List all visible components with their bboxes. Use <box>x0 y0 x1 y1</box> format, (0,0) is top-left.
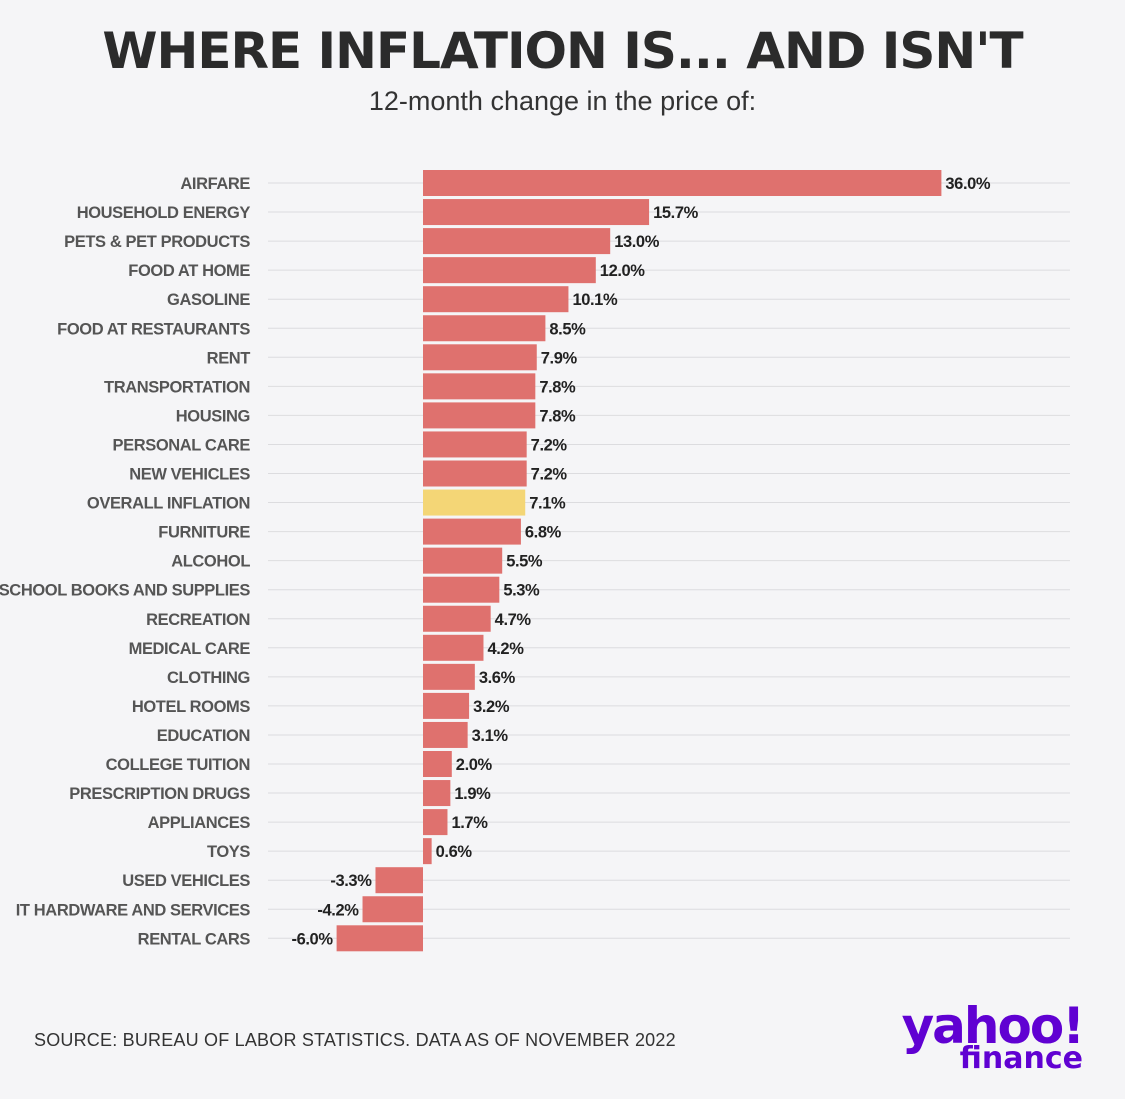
bar <box>423 373 536 400</box>
value-label: 1.7% <box>451 814 488 832</box>
category-label: PERSONAL CARE <box>112 436 250 454</box>
bar <box>423 663 475 690</box>
yahoo-finance-logo: yahoo! finance <box>901 997 1085 1076</box>
bar <box>423 199 650 226</box>
category-label: SCHOOL BOOKS AND SUPPLIES <box>0 582 250 600</box>
category-label: NEW VEHICLES <box>129 466 250 484</box>
value-label: 1.9% <box>454 785 491 803</box>
category-label: HOUSEHOLD ENERGY <box>77 204 251 222</box>
bar-chart: AIRFARE 36.0% HOUSEHOLD ENERGY 15.7% PETS & … <box>0 170 1070 952</box>
value-label: 4.7% <box>495 611 532 629</box>
category-label: OVERALL INFLATION <box>87 495 250 513</box>
value-label: 3.6% <box>479 669 516 687</box>
value-label: 6.8% <box>525 524 562 542</box>
value-label: 7.9% <box>541 349 578 367</box>
bar <box>423 721 468 748</box>
bar <box>423 751 452 777</box>
bar <box>423 344 537 371</box>
value-label: 7.1% <box>529 495 566 513</box>
category-label: HOUSING <box>176 407 250 425</box>
category-label: FURNITURE <box>158 524 250 542</box>
bar <box>423 431 527 458</box>
bar <box>423 286 569 313</box>
value-label: 2.0% <box>456 756 493 774</box>
bar <box>423 780 451 807</box>
category-label: PETS & PET PRODUCTS <box>64 233 250 251</box>
value-label: 3.2% <box>473 698 510 716</box>
bar <box>423 489 526 516</box>
bar <box>423 547 503 574</box>
bar <box>362 896 423 923</box>
bar <box>423 402 536 429</box>
logo-sub: finance <box>959 1041 1083 1076</box>
category-label: CLOTHING <box>167 669 250 687</box>
value-label: 4.2% <box>487 640 524 658</box>
value-label: -4.2% <box>317 901 359 919</box>
value-label: 3.1% <box>472 727 509 745</box>
value-label: 15.7% <box>653 204 699 222</box>
category-label: AIRFARE <box>180 175 250 193</box>
value-label: 7.8% <box>539 378 576 396</box>
category-label: RECREATION <box>146 611 250 629</box>
bar <box>375 867 423 894</box>
value-label: 7.8% <box>539 407 576 425</box>
category-label: COLLEGE TUITION <box>106 756 250 774</box>
category-label: FOOD AT HOME <box>128 262 250 280</box>
category-label: EDUCATION <box>157 727 250 745</box>
bar <box>423 518 521 545</box>
category-label: GASOLINE <box>167 291 250 309</box>
category-label: MEDICAL CARE <box>129 640 251 658</box>
category-label: IT HARDWARE AND SERVICES <box>16 901 251 919</box>
value-label: 10.1% <box>572 291 618 309</box>
category-label: TOYS <box>207 843 250 861</box>
value-label: 7.2% <box>531 466 568 484</box>
value-label: -6.0% <box>291 930 333 948</box>
category-label: APPLIANCES <box>148 814 251 832</box>
value-label: 12.0% <box>600 262 646 280</box>
bar <box>423 605 491 632</box>
bar <box>423 170 942 196</box>
chart-title: WHERE INFLATION IS... AND ISN'T <box>102 22 1023 80</box>
value-label: 5.5% <box>506 553 543 571</box>
category-label: FOOD AT RESTAURANTS <box>57 320 250 338</box>
logo-word: yahoo! <box>901 997 1085 1055</box>
category-label: TRANSPORTATION <box>104 378 250 396</box>
value-label: 8.5% <box>549 320 586 338</box>
bar <box>423 576 500 603</box>
bar <box>423 634 484 661</box>
category-label: HOTEL ROOMS <box>132 698 251 716</box>
bar <box>423 460 527 487</box>
value-label: -3.3% <box>330 872 372 890</box>
value-label: 5.3% <box>503 582 540 600</box>
value-label: 0.6% <box>436 843 473 861</box>
value-label: 36.0% <box>945 175 991 193</box>
category-label: RENTAL CARS <box>138 930 251 948</box>
value-label: 7.2% <box>531 436 568 454</box>
bar <box>423 692 470 719</box>
bar <box>423 228 611 255</box>
category-label: USED VEHICLES <box>122 872 250 890</box>
chart-subtitle: 12-month change in the price of: <box>368 86 757 116</box>
value-label: 13.0% <box>614 233 660 251</box>
bar <box>423 809 448 836</box>
category-label: ALCOHOL <box>171 553 250 571</box>
bar <box>336 925 423 952</box>
category-label: RENT <box>207 349 251 367</box>
bar <box>423 257 596 284</box>
bar <box>423 838 432 865</box>
category-label: PRESCRIPTION DRUGS <box>69 785 250 803</box>
bar <box>423 315 546 342</box>
source-note: SOURCE: BUREAU OF LABOR STATISTICS. DATA… <box>34 1030 676 1050</box>
